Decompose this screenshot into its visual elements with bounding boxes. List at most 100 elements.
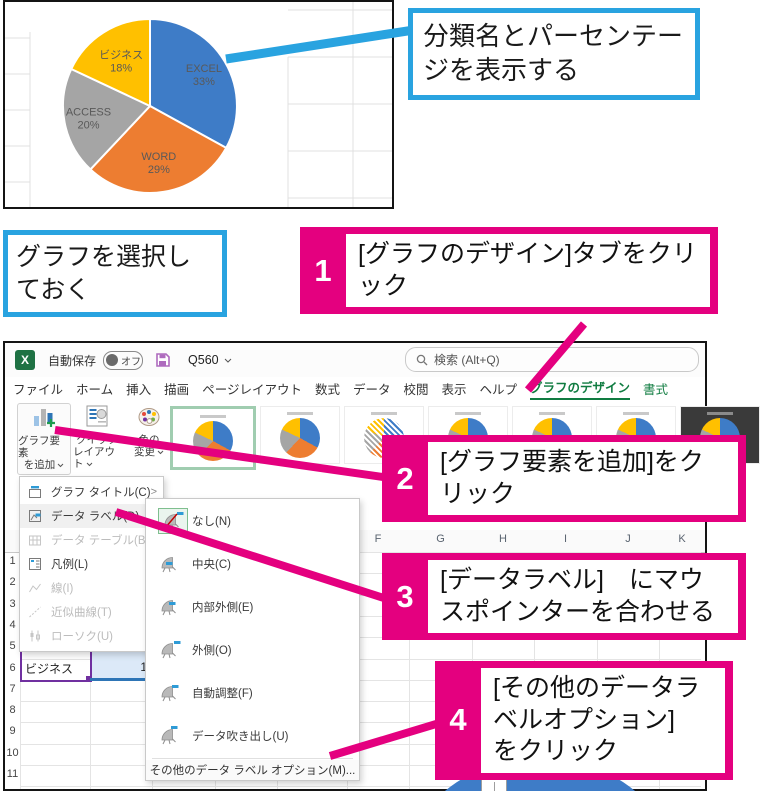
ribbon-tab-ホーム[interactable]: ホーム — [76, 383, 114, 397]
gridline — [20, 701, 701, 703]
row-header-3[interactable]: 3 — [9, 597, 16, 610]
row-header-11[interactable]: 11 — [6, 768, 19, 780]
toggle-knob-icon — [106, 354, 119, 366]
row-header-9[interactable]: 9 — [9, 725, 16, 738]
submenu-item-label: なし(N) — [192, 515, 231, 528]
data-labels-options: なし(N) 中央(C) 内部外側(E) 外側(O) 自動調整(F) データ吹き出… — [146, 499, 359, 757]
step-number: 2 — [396, 460, 414, 496]
data-table-icon — [28, 533, 44, 547]
filename-dropdown-icon[interactable] — [224, 358, 232, 363]
label-position-center-icon — [158, 554, 192, 574]
submenu-item-inside-end[interactable]: 内部外側(E) — [146, 585, 359, 628]
ribbon-tab-データ[interactable]: データ — [352, 383, 391, 397]
ribbon-tab-グラフのデザイン[interactable]: グラフのデザイン — [530, 377, 631, 400]
thumbnail-title-bar — [200, 415, 226, 418]
menu-item-legend[interactable]: 凡例(L)> — [20, 552, 163, 576]
pie-data-labels: EXCEL 33% WORD 29% ACCESS 20% ビジネス 18% — [66, 48, 222, 175]
column-header-I[interactable]: I — [563, 533, 568, 545]
ribbon-tab-数式[interactable]: 数式 — [314, 383, 340, 397]
title-bar: X 自動保存 オフ Q560 検索 (Alt+Q) — [5, 343, 705, 377]
ribbon-tab-書式[interactable]: 書式 — [643, 383, 669, 397]
change-colors-label: 色の — [138, 434, 160, 447]
cell-a6[interactable]: ビジネス — [25, 662, 74, 676]
chart-style-thumbnail-1[interactable] — [170, 406, 256, 470]
more-data-label-options-item[interactable]: その他のデータ ラベル オプション(M)... — [146, 760, 359, 780]
row-header-1[interactable]: 1 — [9, 555, 16, 567]
row-header-6[interactable]: 6 — [9, 661, 16, 674]
ribbon-tab-ページレイアウト[interactable]: ページレイアウト — [202, 383, 302, 397]
menu-item-label: データ テーブル(B) — [51, 535, 150, 547]
column-header-J[interactable]: J — [625, 533, 631, 545]
ribbon-tab-bar: ファイル ホーム 挿入 描画 ページレイアウト 数式 データ 校閲 表示 ヘルプ グラフのデザイン書… — [5, 377, 713, 400]
pie-slice-EXCEL — [149, 17, 238, 150]
submenu-item-outside-end[interactable]: 外側(O) — [146, 628, 359, 671]
chart-title-icon — [28, 485, 44, 499]
submenu-item-none[interactable]: なし(N) — [146, 499, 359, 542]
add-chart-element-button[interactable]: グラフ要素 を追加 — [17, 403, 71, 475]
column-header-K[interactable]: K — [678, 533, 686, 545]
document-title[interactable]: Q560 — [188, 353, 219, 367]
menu-item-label: データ ラベル(D) — [51, 511, 140, 523]
pie-chart-screenshot: EXCEL 33% WORD 29% ACCESS 20% ビジネス 18% — [3, 0, 394, 209]
row-header-10[interactable]: 10 — [6, 746, 19, 759]
row-header-4[interactable]: 4 — [9, 618, 16, 631]
quick-layout-label: クイック — [76, 434, 118, 447]
change-colors-icon — [136, 403, 162, 432]
step-text: [グラフのデザイン]タブをクリック — [346, 234, 710, 307]
step-4-callout: 4 [その他のデータラベルオプション] をクリック — [435, 661, 733, 780]
submenu-item-best-fit[interactable]: 自動調整(F) — [146, 671, 359, 714]
cell-b6[interactable]: 1 — [140, 660, 147, 674]
chart-style-thumbnail-2[interactable] — [260, 406, 340, 464]
submenu-item-label: 外側(O) — [192, 644, 232, 657]
row-header-7[interactable]: 7 — [9, 682, 16, 695]
chevron-down-icon — [86, 458, 93, 470]
label-position-inside-end-icon — [158, 597, 192, 617]
thumbnail-title-bar — [455, 412, 481, 415]
selection-handle[interactable] — [86, 676, 92, 682]
step-text: [データラベル] にマウスポインターを合わせる — [428, 560, 738, 633]
pie-slice-ACCESS — [62, 67, 152, 171]
submenu-item-data-callout[interactable]: データ吹き出し(U) — [146, 714, 359, 757]
gridline — [409, 552, 410, 789]
legend-icon — [28, 557, 44, 571]
step-3-callout: 3 [データラベル] にマウスポインターを合わせる — [382, 553, 746, 640]
chevron-down-icon — [157, 446, 164, 458]
pie-chart-svg: EXCEL 33% WORD 29% ACCESS 20% ビジネス 18% — [5, 2, 392, 207]
change-colors-button[interactable]: 色の 変更 — [127, 403, 171, 458]
change-colors-label2: 変更 — [134, 446, 164, 458]
menu-item-label: 近似曲線(T) — [51, 607, 112, 619]
submenu-item-center[interactable]: 中央(C) — [146, 542, 359, 585]
ribbon-tab-校閲[interactable]: 校閲 — [403, 383, 429, 397]
note-display-labels: 分類名とパーセンテージを表示する — [408, 8, 700, 100]
column-header-G[interactable]: G — [436, 533, 445, 545]
row-header-2[interactable]: 2 — [9, 576, 16, 589]
menu-separator — [152, 758, 353, 759]
search-placeholder: 検索 (Alt+Q) — [434, 353, 500, 367]
data-labels-icon — [28, 509, 44, 523]
row-header-8[interactable]: 8 — [9, 704, 16, 717]
gridline — [20, 658, 701, 660]
thumbnail-title-bar — [623, 412, 649, 415]
step-2-callout: 2 [グラフ要素を追加]をクリック — [382, 435, 746, 522]
ribbon-tab-ヘルプ[interactable]: ヘルプ — [479, 383, 518, 397]
menu-item-data-labels[interactable]: データ ラベル(D)> — [20, 504, 163, 528]
autosave-toggle[interactable]: オフ — [103, 350, 144, 370]
step-1-callout: 1 [グラフのデザイン]タブをクリック — [300, 227, 718, 314]
menu-item-label: 凡例(L) — [51, 559, 89, 571]
row-header-5[interactable]: 5 — [9, 640, 16, 653]
ribbon-tab-表示[interactable]: 表示 — [441, 383, 467, 397]
search-input[interactable]: 検索 (Alt+Q) — [405, 347, 699, 372]
label-position-none-icon — [158, 507, 192, 534]
gridline — [20, 637, 701, 639]
pie-slice-WORD — [88, 104, 228, 194]
pie-label-WORD: WORD 29% — [141, 151, 176, 176]
ribbon-tab-挿入[interactable]: 挿入 — [126, 383, 152, 397]
ribbon-tab-ファイル[interactable]: ファイル — [13, 383, 64, 397]
column-header-H[interactable]: H — [499, 533, 507, 545]
up-down-bars-icon — [28, 629, 44, 643]
menu-item-chart-title[interactable]: グラフ タイトル(C) > — [20, 480, 163, 504]
ribbon-tab-描画[interactable]: 描画 — [164, 383, 190, 397]
quick-layout-button[interactable]: クイック レイアウト — [73, 403, 121, 470]
trendline-icon — [28, 605, 44, 619]
save-icon[interactable] — [155, 352, 171, 368]
